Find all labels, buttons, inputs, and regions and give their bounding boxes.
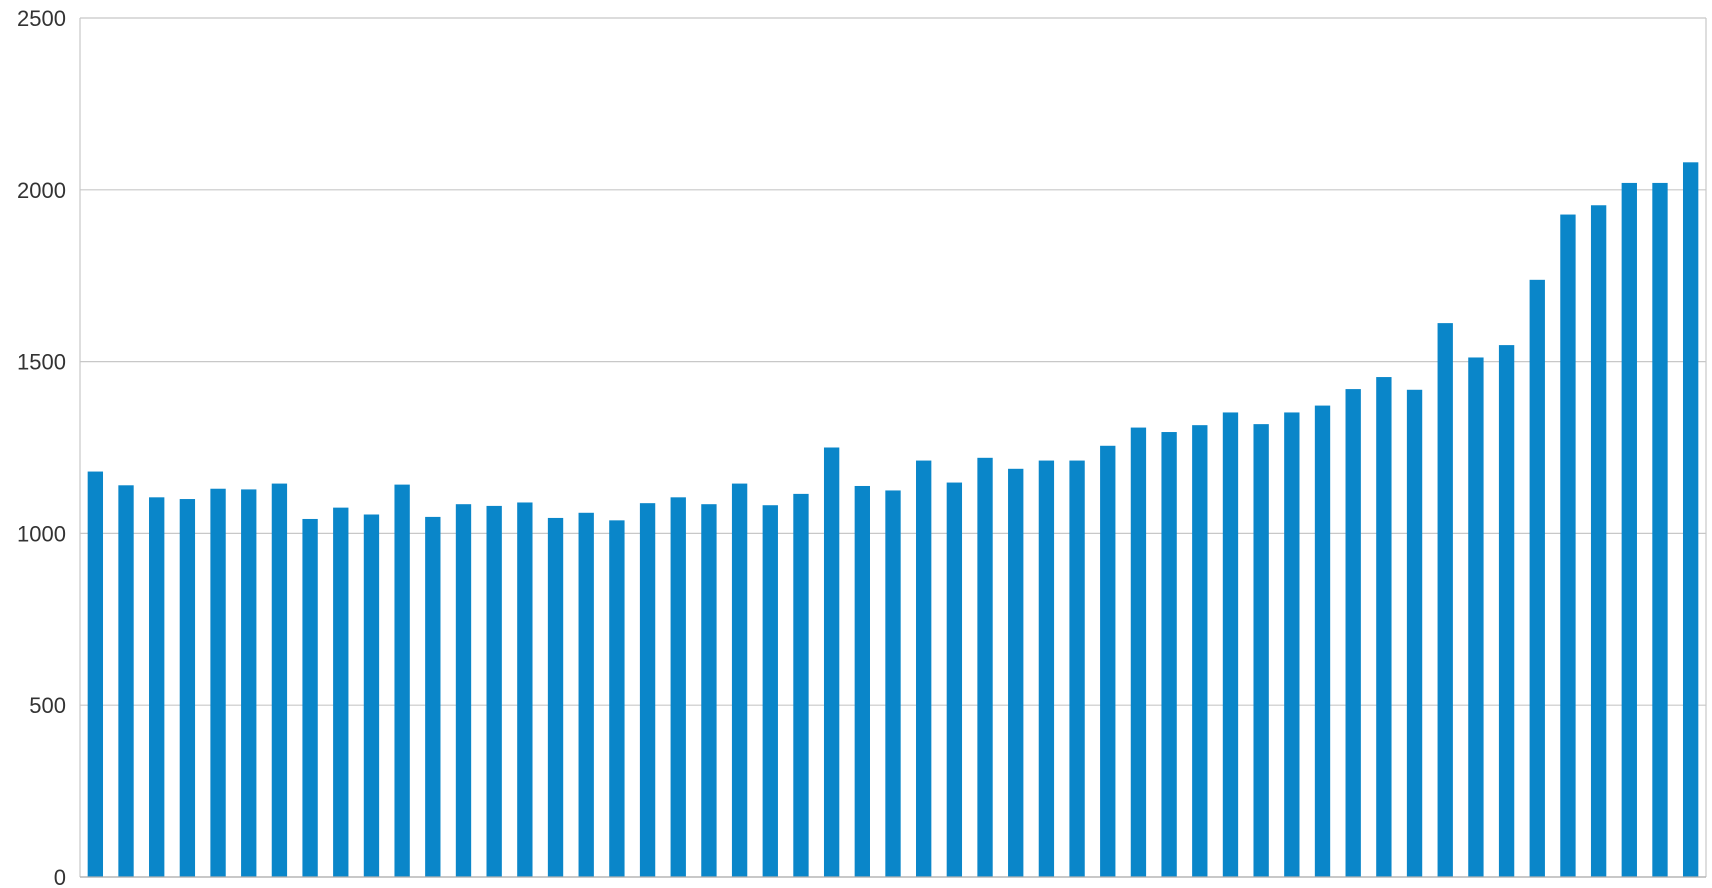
bar: [1192, 425, 1208, 877]
bar: [241, 489, 257, 877]
bar: [578, 512, 594, 877]
y-tick-label: 0: [54, 865, 66, 888]
bar: [517, 502, 533, 877]
bar: [1222, 412, 1239, 877]
bar: [1345, 389, 1361, 877]
bar: [1437, 323, 1453, 877]
bar: [1253, 424, 1269, 877]
bar: [271, 483, 288, 877]
bar: [885, 490, 901, 877]
bar: [179, 499, 196, 877]
bar: [425, 516, 441, 877]
y-tick-label: 2000: [17, 178, 66, 203]
y-tick-label: 2500: [17, 6, 66, 31]
bar: [210, 488, 226, 877]
bar: [302, 518, 318, 877]
y-axis: 0 500 1000 1500 2000 2500: [17, 6, 1706, 888]
bar: [1652, 182, 1668, 878]
bar: [762, 505, 778, 877]
bar: [547, 517, 564, 877]
bar: [1284, 412, 1300, 877]
bar: [609, 520, 625, 877]
bar: [1069, 460, 1085, 877]
bar: [1376, 377, 1392, 877]
bar: [916, 460, 932, 877]
bar: [1590, 205, 1607, 878]
bar: [946, 482, 963, 877]
bar: [977, 457, 993, 877]
bar: [823, 447, 840, 877]
bar: [1682, 162, 1699, 877]
bar: [455, 504, 472, 877]
bar: [793, 493, 809, 877]
bar: [363, 514, 380, 877]
y-tick-label: 1500: [17, 350, 66, 375]
bar: [1314, 405, 1331, 877]
bar: [333, 507, 349, 877]
bar: [1161, 432, 1177, 877]
bar: [1008, 468, 1024, 877]
bar: [731, 483, 748, 877]
bar: [486, 505, 502, 877]
bar: [670, 497, 686, 877]
bar: [1100, 445, 1116, 877]
bar-series: [87, 162, 1699, 878]
bar: [639, 503, 656, 877]
bar: [87, 471, 104, 877]
bar: [1130, 427, 1147, 877]
bar: [394, 484, 410, 877]
bar: [1038, 460, 1055, 877]
y-tick-label: 1000: [17, 521, 66, 546]
bar: [1498, 345, 1515, 878]
bar: [118, 485, 134, 877]
bar: [1406, 389, 1423, 877]
bar: [854, 485, 870, 877]
bar: [149, 497, 165, 877]
bar: [1560, 214, 1576, 878]
bar: [701, 504, 717, 877]
bar: [1621, 182, 1637, 878]
y-tick-label: 500: [29, 693, 66, 718]
bar: [1468, 357, 1484, 877]
bar: [1529, 279, 1545, 877]
